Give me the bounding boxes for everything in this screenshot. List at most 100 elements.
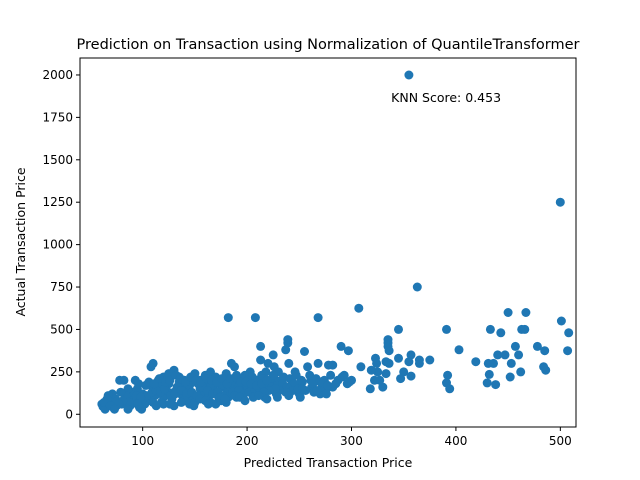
data-point-24 <box>471 357 481 367</box>
data-point-44 <box>399 367 409 377</box>
data-point-30 <box>539 362 549 372</box>
data-point-14 <box>485 324 495 334</box>
data-point-58 <box>370 375 379 385</box>
data-point-19 <box>532 341 542 351</box>
data-point-235 <box>123 384 133 394</box>
data-point-213 <box>160 384 170 394</box>
data-point-34 <box>482 378 492 388</box>
data-point-326 <box>295 392 305 402</box>
data-point-17 <box>496 328 506 338</box>
data-point-12 <box>394 324 403 334</box>
data-point-41 <box>414 358 424 368</box>
data-point-33 <box>445 384 455 394</box>
data-point-83 <box>268 350 278 360</box>
y-axis-ticks: 0 250 500 750 1000 1250 1500 1750 2000 <box>42 68 80 421</box>
knn-score-annotation: KNN Score: 0.453 <box>391 90 501 105</box>
data-point-80 <box>284 358 294 368</box>
data-point-45 <box>406 371 416 381</box>
data-point-86 <box>256 341 266 351</box>
data-point-6 <box>313 313 323 323</box>
data-point-308 <box>110 404 119 414</box>
data-point-279 <box>315 377 325 387</box>
data-point-31 <box>443 370 453 380</box>
data-point-26 <box>489 358 498 368</box>
data-point-23 <box>514 350 524 360</box>
chart-title: Prediction on Transaction using Normaliz… <box>77 37 580 53</box>
data-point-28 <box>516 367 526 377</box>
y-tick-label: 1000 <box>42 238 73 252</box>
data-point-280 <box>331 379 341 389</box>
data-point-317 <box>220 394 230 404</box>
data-point-302 <box>159 399 168 409</box>
data-point-125 <box>148 358 158 368</box>
data-point-74 <box>300 347 309 356</box>
data-point-286 <box>297 384 307 394</box>
data-point-234 <box>136 392 146 402</box>
data-point-60 <box>356 362 366 372</box>
data-point-177 <box>291 370 301 380</box>
data-point-10 <box>564 328 574 338</box>
data-point-7 <box>503 308 513 317</box>
data-point-16 <box>520 324 530 334</box>
data-point-37 <box>484 369 494 379</box>
data-point-324 <box>272 392 282 402</box>
x-axis-label: Predicted Transaction Price <box>244 455 413 470</box>
x-tick-label: 500 <box>549 434 572 448</box>
data-point-53 <box>366 365 376 375</box>
data-point-11 <box>563 346 573 356</box>
y-tick-label: 1500 <box>42 153 73 167</box>
data-point-327 <box>312 386 322 395</box>
plot-frame <box>79 57 577 428</box>
data-point-323 <box>262 394 272 404</box>
data-point-21 <box>493 350 503 360</box>
data-point-42 <box>406 350 416 360</box>
data-point-133 <box>119 375 129 385</box>
data-point-18 <box>510 341 520 351</box>
data-point-283 <box>344 377 354 387</box>
data-point-9 <box>556 316 566 326</box>
data-point-87 <box>256 355 266 365</box>
data-point-245 <box>134 379 143 389</box>
data-point-72 <box>328 360 338 370</box>
data-point-178 <box>297 377 307 387</box>
data-point-2 <box>412 282 422 292</box>
data-point-13 <box>442 324 451 334</box>
data-point-46 <box>396 374 406 384</box>
data-point-75 <box>303 362 313 372</box>
data-point-325 <box>284 391 294 401</box>
data-point-309 <box>123 404 133 414</box>
data-point-73 <box>313 358 323 368</box>
data-point-43 <box>404 357 414 367</box>
data-point-206 <box>268 370 278 380</box>
data-point-313 <box>176 397 186 407</box>
y-tick-label: 2000 <box>42 68 73 82</box>
y-tick-label: 1750 <box>42 110 73 124</box>
x-tick-label: 400 <box>444 434 467 448</box>
data-point-79 <box>281 345 291 355</box>
data-point-312 <box>165 399 175 409</box>
data-point-54 <box>381 357 391 367</box>
data-point-237 <box>116 387 126 397</box>
data-point-65 <box>343 346 353 356</box>
data-point-55 <box>381 369 391 379</box>
y-tick-label: 750 <box>50 280 73 294</box>
data-point-59 <box>365 384 375 394</box>
data-point-270 <box>262 375 272 385</box>
data-point-27 <box>506 358 516 368</box>
data-point-310 <box>137 404 147 414</box>
x-tick-label: 100 <box>131 434 154 448</box>
data-point-0 <box>404 70 414 80</box>
data-point-311 <box>151 401 161 411</box>
x-tick-label: 300 <box>340 434 363 448</box>
x-axis-ticks: 100 200 300 400 500 <box>131 427 572 448</box>
data-point-20 <box>540 346 550 356</box>
data-point-39 <box>425 355 435 365</box>
data-point-281 <box>323 380 332 390</box>
data-point-38 <box>454 345 464 355</box>
data-point-284 <box>321 389 331 399</box>
data-point-320 <box>240 396 250 406</box>
data-point-22 <box>500 350 510 360</box>
data-point-278 <box>308 379 318 389</box>
data-point-56 <box>378 382 388 392</box>
